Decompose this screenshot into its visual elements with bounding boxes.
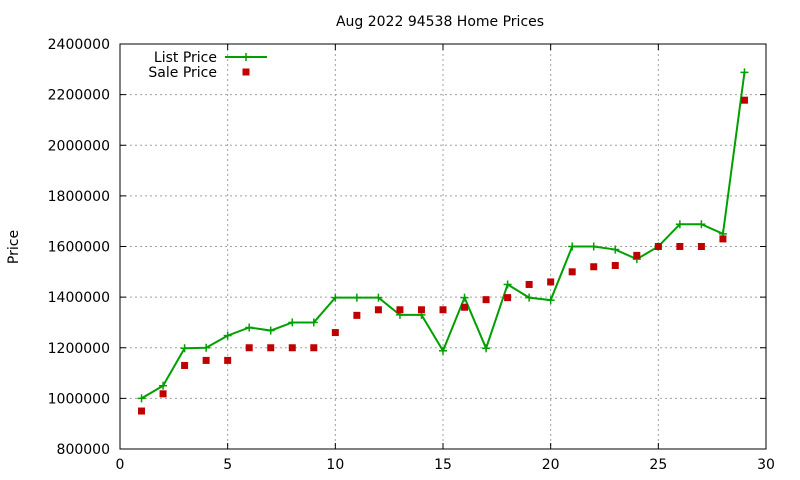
list-price-point — [137, 394, 146, 403]
y-tick-label: 2000000 — [48, 138, 110, 154]
sale-price-point — [482, 296, 490, 304]
y-tick-label: 1400000 — [48, 290, 110, 306]
y-axis-label: Price — [6, 230, 22, 264]
sale-price-point — [288, 344, 296, 352]
sale-price-point — [202, 356, 210, 364]
list-price-point — [546, 296, 555, 305]
sale-price-point — [590, 263, 598, 271]
list-price-point — [309, 318, 318, 327]
tick-labels: 0 5 10 15 20 25 30 800000 1000000 1200000 1400000 1… — [48, 37, 775, 473]
sale-price-point — [267, 344, 275, 352]
x-tick-label: 25 — [649, 457, 667, 473]
list-price-point — [697, 220, 706, 229]
list-price-point — [740, 68, 749, 77]
x-tick-label: 15 — [434, 457, 452, 473]
x-tick-label: 0 — [116, 457, 125, 473]
series — [137, 68, 749, 415]
legend-marker-list-price — [242, 53, 250, 61]
list-price-point — [374, 293, 383, 302]
y-tick-label: 1800000 — [48, 189, 110, 205]
list-price-point — [180, 344, 189, 353]
list-price-point — [266, 326, 275, 335]
x-tick-label: 20 — [542, 457, 560, 473]
list-price-point — [439, 346, 447, 355]
sale-price-point — [547, 278, 555, 286]
list-price-point — [352, 293, 361, 302]
x-tick-label: 5 — [223, 457, 232, 473]
y-tick-label: 2200000 — [48, 88, 110, 104]
grid-lines — [120, 44, 766, 449]
list-price-point — [245, 323, 254, 332]
sale-price-point — [374, 306, 382, 314]
list-price-point — [202, 343, 211, 352]
x-tick-label: 10 — [326, 457, 344, 473]
y-tick-label: 1600000 — [48, 240, 110, 256]
list-price-point — [503, 280, 512, 289]
legend-label-sale-price: Sale Price — [148, 65, 217, 81]
sale-price-point — [654, 243, 662, 250]
sale-price-point — [461, 303, 469, 311]
axes — [119, 43, 767, 450]
sale-price-point — [331, 329, 339, 337]
sale-price-point — [611, 261, 619, 269]
list-price-point — [159, 381, 168, 390]
legend-swatch-sale-price — [242, 68, 250, 76]
chart-title: Aug 2022 94538 Home Prices — [336, 14, 544, 30]
sale-price-point — [310, 344, 318, 352]
list-price-point — [482, 344, 491, 353]
sale-price-point — [697, 243, 705, 250]
y-tick-label: 1200000 — [48, 341, 110, 357]
sale-price-point — [439, 306, 447, 314]
sale-price-point — [504, 294, 512, 302]
sale-price-point — [396, 306, 404, 314]
x-tick-label: 30 — [757, 457, 775, 473]
list-price-point — [223, 331, 232, 340]
list-price-point — [331, 293, 340, 302]
y-tick-label: 2400000 — [48, 37, 110, 53]
list-price-point — [568, 242, 577, 251]
list-price-point — [589, 242, 598, 251]
list-price-point — [460, 293, 469, 302]
legend-label-list-price: List Price — [154, 50, 217, 66]
sale-price-point — [633, 251, 641, 259]
sale-price-point — [740, 96, 748, 104]
sale-price-point — [138, 407, 146, 415]
sale-price-point — [719, 235, 727, 243]
sale-price-point — [568, 268, 576, 276]
sale-price-point — [676, 243, 684, 250]
y-tick-label: 800000 — [57, 442, 110, 458]
list-price-point — [611, 245, 620, 254]
sale-price-point — [525, 280, 533, 288]
sale-price-point — [159, 390, 167, 398]
list-price-point — [525, 293, 534, 302]
sale-price-point — [353, 311, 361, 319]
sale-price-point — [417, 306, 425, 314]
list-price-point — [675, 220, 684, 229]
sale-price-point — [181, 361, 189, 369]
y-tick-label: 1000000 — [48, 391, 110, 407]
sale-price-point — [245, 344, 253, 352]
sale-price-point — [224, 356, 232, 364]
list-price-point — [288, 318, 297, 327]
